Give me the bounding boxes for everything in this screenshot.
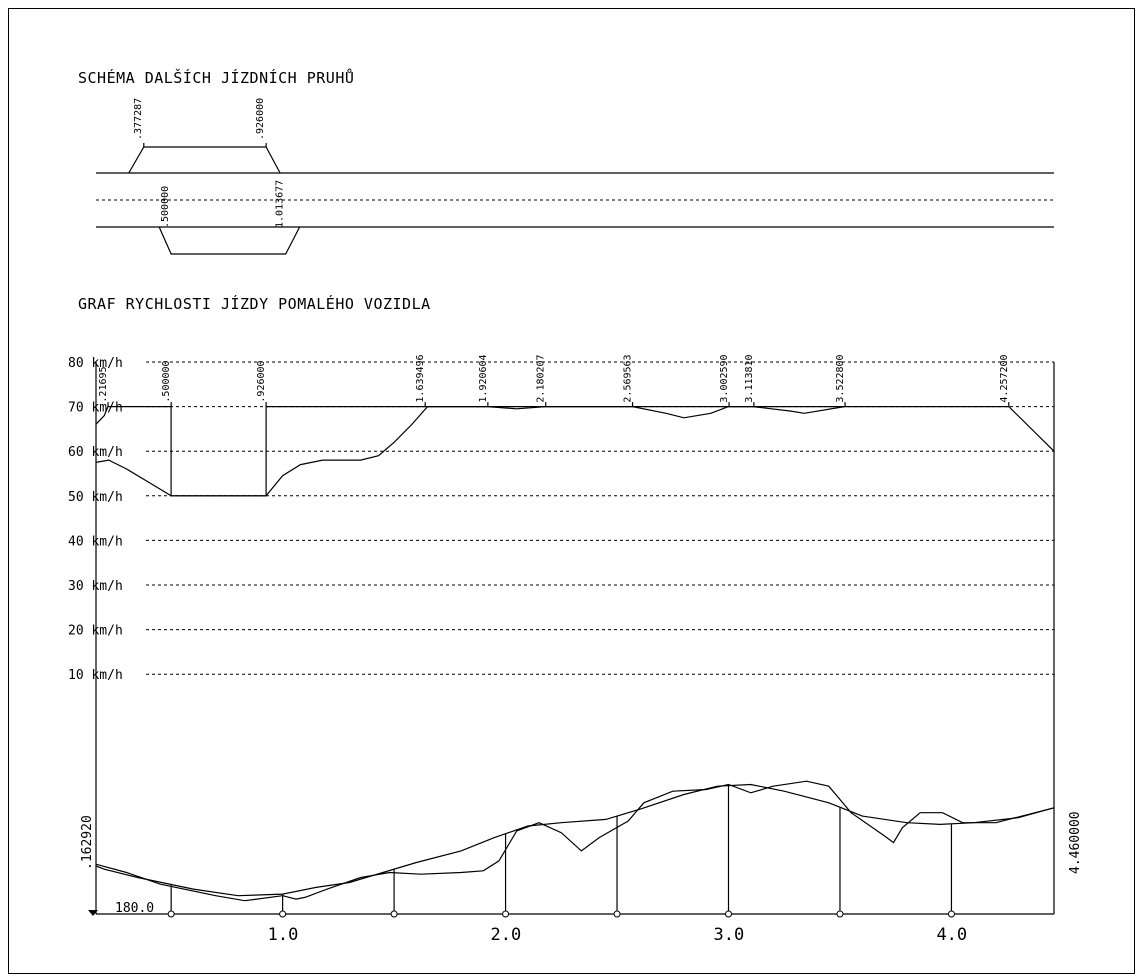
y-tick-label: 20 km/h (68, 624, 123, 639)
base-arrow-icon (88, 910, 98, 916)
x-tick-label: 1.0 (268, 925, 299, 945)
station-label: 4.257200 (999, 354, 1010, 402)
profile-station-marker (167, 910, 175, 918)
station-labels: .21695 .500000 .926000 1.639496 1.920604 2.18… (98, 354, 1010, 407)
profile-station-marker (725, 910, 733, 918)
speed-series-line (95, 406, 845, 497)
profile-line-terrain (95, 780, 1055, 902)
lane-scheme-title: SCHÉMA DALŠÍCH JÍZDNÍCH PRUHŮ (78, 68, 354, 87)
profile-station-marker (836, 910, 844, 918)
station-label: 3.002590 (719, 354, 730, 402)
station-label: 1.639496 (415, 354, 426, 402)
upper-lane-outline (128, 146, 281, 174)
lane-station-label: .926000 (255, 98, 266, 140)
speed-grid: 10 km/h 20 km/h 30 km/h 40 km/h 50 km/h 60 km… (68, 356, 1054, 683)
extra-lanes: .377287 .926000 .500000 1.013677 (128, 98, 301, 255)
profile-left-label: .162920 (80, 815, 95, 870)
x-tick-label: 3.0 (714, 925, 745, 945)
station-label: 2.569563 (623, 354, 634, 402)
y-tick-label: 60 km/h (68, 445, 123, 460)
y-tick-label: 40 km/h (68, 534, 123, 549)
elevation-profile (95, 780, 1055, 918)
station-label: 3.522800 (835, 354, 846, 402)
profile-station-marker (390, 910, 398, 918)
y-tick-label: 80 km/h (68, 356, 123, 371)
x-tick-label: 2.0 (491, 925, 522, 945)
lower-lane-outline (158, 226, 301, 255)
chart-title: GRAF RYCHLOSTI JÍZDY POMALÉHO VOZIDLA (78, 294, 431, 313)
y-tick-label: 30 km/h (68, 579, 123, 594)
profile-right-label: 4.460000 (1068, 811, 1083, 874)
profile-station-marker (279, 910, 287, 918)
lane-station-label: .500000 (160, 186, 171, 228)
drawing-frame (8, 8, 1135, 974)
station-label: 2.180207 (536, 354, 547, 402)
y-tick-label: 70 km/h (68, 401, 123, 416)
station-label: .500000 (161, 360, 172, 402)
station-label: .21695 (98, 366, 109, 402)
lane-station-label: 1.013677 (275, 180, 286, 228)
speed-series (95, 406, 1055, 497)
x-axis-ticks: 1.0 2.0 3.0 4.0 (268, 925, 968, 945)
profile-line-grade (95, 783, 1055, 897)
station-label: 3.113810 (744, 354, 755, 402)
lane-station-label: .377287 (133, 98, 144, 140)
profile-station-marker (613, 910, 621, 918)
speed-axes (95, 362, 1055, 915)
profile-base-label: 180.0 (115, 901, 154, 916)
station-label: .926000 (256, 360, 267, 402)
profile-station-marker (502, 910, 510, 918)
y-tick-label: 10 km/h (68, 668, 123, 683)
y-tick-label: 50 km/h (68, 490, 123, 505)
profile-station-marker (947, 910, 955, 918)
station-label: 1.920604 (478, 354, 489, 402)
x-tick-label: 4.0 (936, 925, 967, 945)
